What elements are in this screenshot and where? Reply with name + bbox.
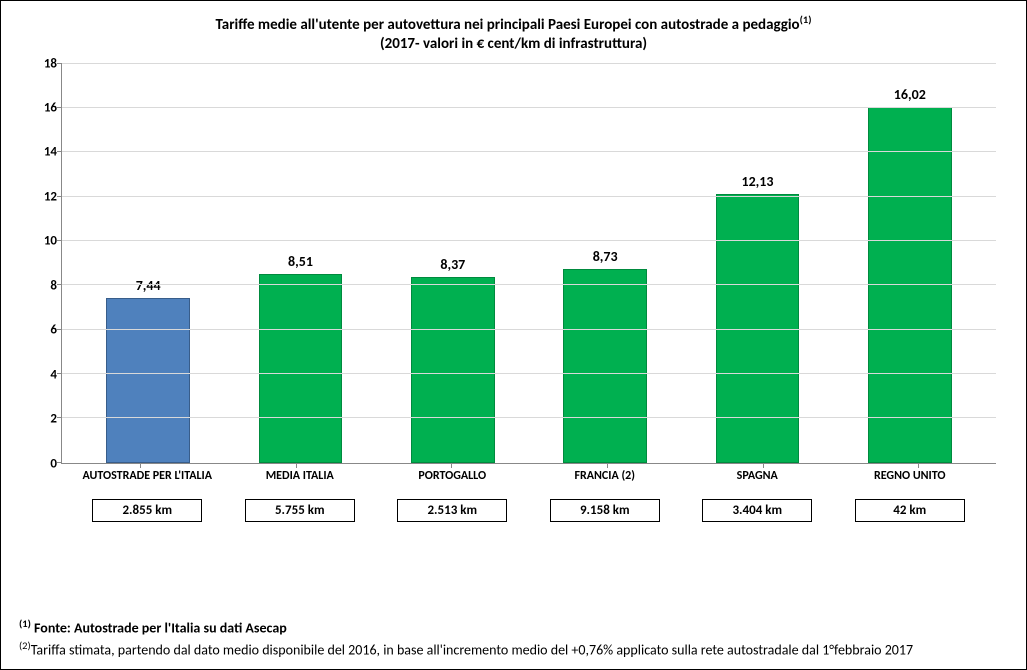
km-box: 2.855 km [92,499,202,522]
y-tick-label: 4 [50,367,57,382]
bar-value-label: 12,13 [741,173,773,190]
km-box: 2.513 km [397,499,507,522]
y-tick [57,417,62,418]
y-tick [57,196,62,197]
x-tick [296,463,297,468]
plot-area: 7,44 8,51 8,37 8,73 12,13 16,02 [61,64,996,464]
km-box: 9.158 km [550,499,660,522]
title-line2: (2017- valori in € cent/km di infrastrut… [21,35,1006,54]
gridline [62,329,996,330]
bar-slot: 8,51 [224,64,376,463]
y-tick [57,107,62,108]
km-box-wrap: 42 km [834,499,987,522]
bar-slot: 12,13 [681,64,833,463]
bar: 8,51 [259,274,343,463]
y-tick [57,373,62,374]
footnote-2-sup: (2) [19,639,31,652]
y-tick-label: 10 [44,234,57,249]
y-tick-label: 2 [50,412,57,427]
y-tick [57,151,62,152]
km-box-wrap: 5.755 km [224,499,377,522]
gridline [62,196,996,197]
km-box-wrap: 3.404 km [681,499,834,522]
km-box: 3.404 km [702,499,812,522]
km-box-wrap: 9.158 km [529,499,682,522]
gridline [62,63,996,64]
x-axis-label: FRANCIA (2) [529,470,682,483]
y-tick-label: 8 [50,278,57,293]
bar: 8,73 [563,269,647,463]
x-axis-labels: AUTOSTRADE PER L'ITALIAMEDIA ITALIAPORTO… [61,464,996,483]
gridline [62,240,996,241]
bar-slot: 7,44 [72,64,224,463]
y-tick-label: 14 [44,145,57,160]
bar-value-label: 16,02 [894,86,926,103]
km-box: 42 km [855,499,965,522]
bar-slot: 16,02 [834,64,986,463]
plot-area-wrap: 024681012141618 7,448,518,378,7312,1316,… [61,64,996,464]
footnotes: (1) Fonte: Autostrade per l'Italia su da… [19,617,1008,659]
bar-slot: 8,37 [377,64,529,463]
gridline [62,107,996,108]
x-tick [140,463,141,468]
x-axis-label: PORTOGALLO [376,470,529,483]
gridline [62,151,996,152]
y-tick [57,284,62,285]
y-tick-label: 6 [50,323,57,338]
x-axis-label: SPAGNA [681,470,834,483]
x-tick [763,463,764,468]
bar-value-label: 8,51 [288,253,313,270]
x-axis-label: AUTOSTRADE PER L'ITALIA [71,470,224,483]
bar: 7,44 [106,298,190,463]
gridline [62,373,996,374]
y-tick [57,462,62,463]
y-tick [57,63,62,64]
chart-title: Tariffe medie all'utente per autovettura… [21,13,1006,54]
footnote-1-text: Fonte: Autostrade per l'Italia su dati A… [31,619,287,636]
km-box: 5.755 km [245,499,355,522]
y-tick-label: 0 [50,456,57,471]
title-sup1: (1) [800,13,812,26]
chart-container: Tariffe medie all'utente per autovettura… [0,0,1027,670]
km-box-wrap: 2.513 km [376,499,529,522]
y-tick [57,329,62,330]
bar: 8,37 [411,277,495,463]
x-tick [918,463,919,468]
x-axis-label: MEDIA ITALIA [224,470,377,483]
x-tick [607,463,608,468]
y-tick [57,240,62,241]
footnote-2-text: Tariffa stimata, partendo dal dato medio… [31,642,913,659]
bars-group: 7,44 8,51 8,37 8,73 12,13 16,02 [62,64,996,463]
y-tick-label: 16 [44,100,57,115]
km-boxes-row: 2.855 km 5.755 km 2.513 km 9.158 km 3.404 km… [61,483,996,522]
y-tick-label: 18 [44,56,57,71]
x-tick [451,463,452,468]
km-box-wrap: 2.855 km [71,499,224,522]
gridline [62,284,996,285]
x-axis-label: REGNO UNITO [834,470,987,483]
y-tick-label: 12 [44,189,57,204]
title-line1: Tariffe medie all'utente per autovettura… [216,16,800,34]
y-axis: 024681012141618 [31,64,61,464]
bar-value-label: 8,73 [593,248,618,265]
bar-slot: 8,73 [529,64,681,463]
bar-value-label: 8,37 [440,256,465,273]
gridline [62,417,996,418]
footnote-1-sup: (1) [19,617,31,630]
